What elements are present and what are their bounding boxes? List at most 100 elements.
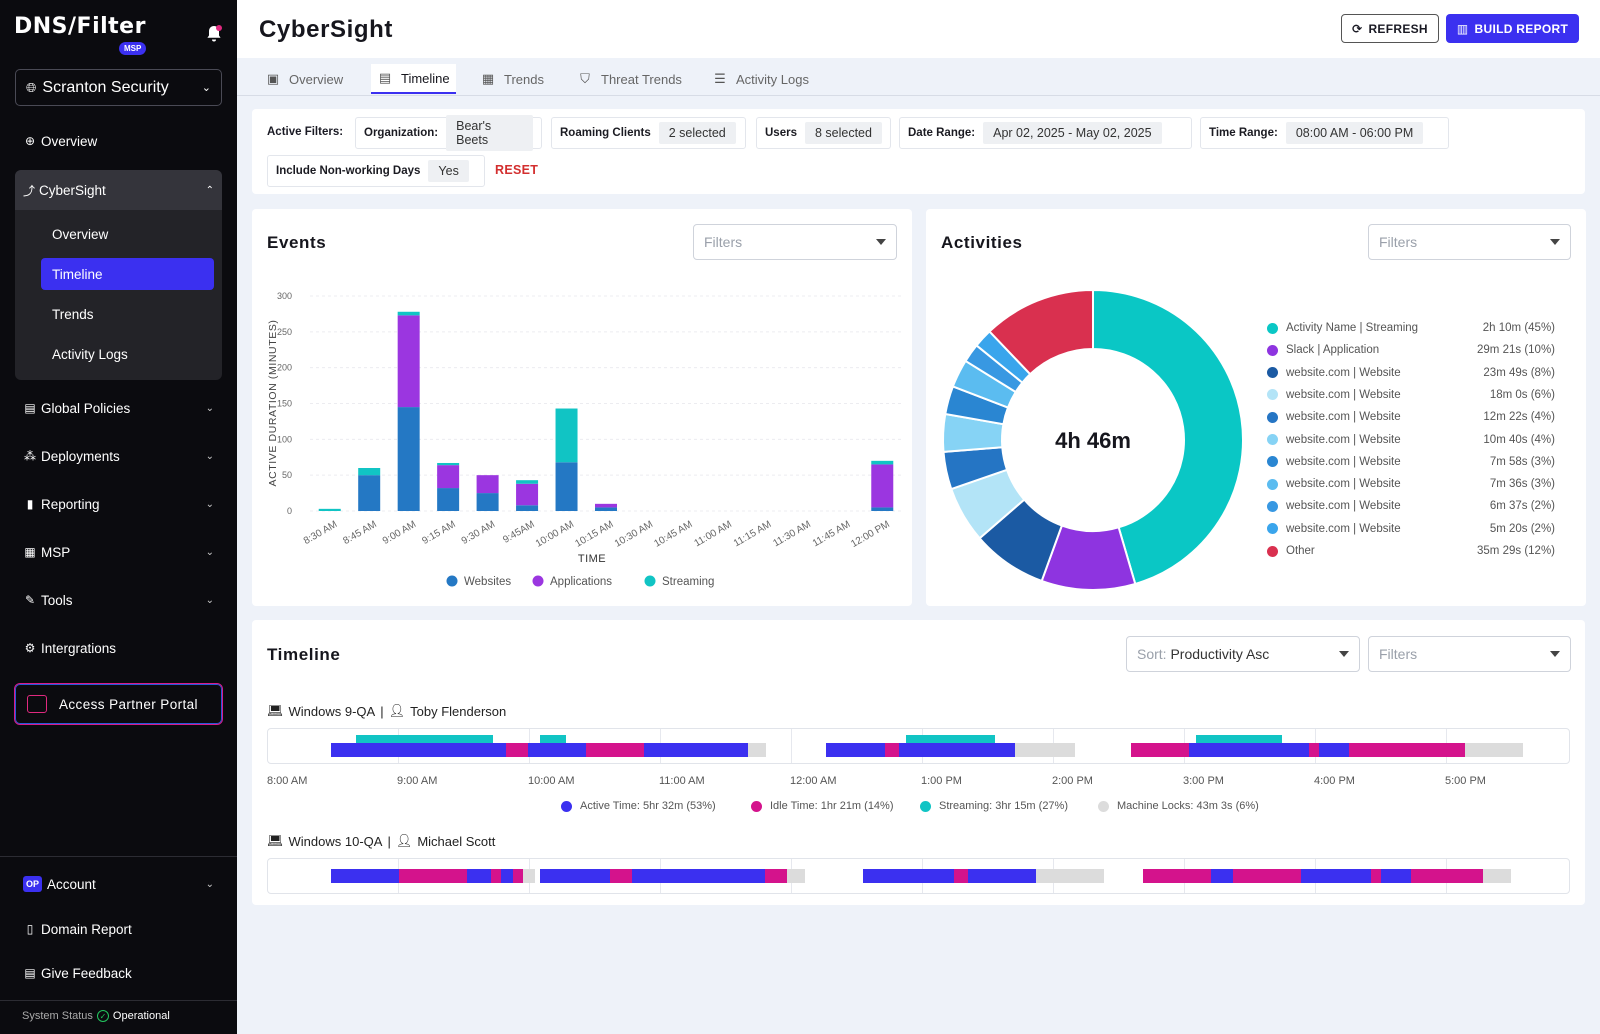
filter-organization[interactable]: Organization: Bear's Beets [355, 115, 542, 151]
system-status[interactable]: System Status ✓ Operational [22, 1010, 170, 1022]
sidebar-subitem-activity-logs[interactable]: Activity Logs [52, 346, 128, 362]
filter-roaming-clients[interactable]: Roaming Clients 2 selected [551, 117, 746, 149]
timeline-sort-dropdown[interactable]: Sort: Productivity Asc [1126, 636, 1360, 672]
sidebar-item-domain-report[interactable]: ▯ Domain Report [15, 914, 222, 944]
timeline-segment[interactable] [1349, 743, 1465, 757]
timeline-segment[interactable] [501, 869, 513, 883]
timeline-legend-item: Active Time: 5hr 32m (53%) [561, 800, 716, 812]
sidebar-item-global-policies[interactable]: ▤ Global Policies ⌄ [15, 393, 222, 423]
laptop-icon: 💻︎ [267, 833, 284, 848]
y-tick-label: 150 [277, 399, 292, 409]
tab-trends[interactable]: ▦ Trends [474, 64, 550, 94]
sidebar-item-give-feedback[interactable]: ▤ Give Feedback [15, 958, 222, 988]
timeline-segment[interactable] [765, 869, 787, 883]
sidebar-subitem-overview[interactable]: Overview [52, 226, 109, 242]
filter-time-range[interactable]: Time Range: 08:00 AM - 06:00 PM [1200, 117, 1449, 149]
dropdown-placeholder: Filters [704, 234, 743, 250]
timeline-segment[interactable] [586, 743, 644, 757]
timeline-segment[interactable] [1301, 869, 1371, 883]
timeline-segment[interactable] [331, 869, 399, 883]
access-partner-portal-button[interactable]: Access Partner Portal [14, 683, 223, 725]
timeline-segment[interactable] [528, 743, 586, 757]
timeline-segment[interactable] [1371, 869, 1381, 883]
timeline-segment[interactable] [1196, 735, 1282, 743]
x-tick-label: 10:15 AM [573, 519, 615, 550]
legend-swatch [532, 575, 544, 587]
timeline-segment[interactable] [1381, 869, 1411, 883]
sidebar-subitem-trends[interactable]: Trends [52, 306, 94, 322]
timeline-segment[interactable] [1319, 743, 1349, 757]
tab-threat-trends[interactable]: ⛉ Threat Trends [571, 64, 688, 94]
bell-icon[interactable] [204, 24, 224, 44]
sidebar-item-deployments[interactable]: ⁂ Deployments ⌄ [15, 441, 222, 471]
timeline-segment[interactable] [906, 735, 995, 743]
sidebar-item-account[interactable]: OP Account ⌄ [15, 869, 222, 899]
sidebar-item-overview[interactable]: ⊕ Overview [15, 126, 222, 156]
timeline-segment[interactable] [540, 735, 566, 743]
legend-label: Websites [464, 576, 511, 588]
build-report-button[interactable]: ▥ BUILD REPORT [1446, 14, 1579, 43]
timeline-segment[interactable] [899, 743, 1015, 757]
timeline-segment[interactable] [1015, 743, 1075, 757]
timeline-segment[interactable] [467, 869, 491, 883]
timeline-bar-track[interactable] [267, 858, 1570, 894]
tab-overview[interactable]: ▣ Overview [259, 64, 349, 94]
timeline-segment[interactable] [1309, 743, 1319, 757]
timeline-segment[interactable] [399, 869, 467, 883]
timeline-segment[interactable] [331, 743, 506, 757]
sidebar-item-cybersight[interactable]: ⤴ CyberSight ⌃ [15, 170, 222, 210]
legend-swatch [1267, 322, 1278, 334]
timeline-segment[interactable] [523, 869, 535, 883]
timeline-segment[interactable] [863, 869, 954, 883]
refresh-button[interactable]: ⟳ REFRESH [1341, 14, 1439, 43]
timeline-segment[interactable] [1189, 743, 1309, 757]
sidebar-subitem-timeline[interactable]: Timeline [41, 258, 214, 290]
dropdown-placeholder: Filters [1379, 234, 1418, 250]
timeline-segment[interactable] [748, 743, 766, 757]
filter-date-range[interactable]: Date Range: Apr 02, 2025 - May 02, 2025 [899, 117, 1192, 149]
filter-value: Apr 02, 2025 - May 02, 2025 [983, 122, 1162, 144]
timeline-segment[interactable] [885, 743, 899, 757]
tab-activity-logs[interactable]: ☰ Activity Logs [706, 64, 815, 94]
timeline-segment[interactable] [1211, 869, 1233, 883]
timeline-segment[interactable] [356, 735, 493, 743]
filter-non-working-days[interactable]: Include Non-working Days Yes [267, 155, 485, 187]
timeline-segment[interactable] [1411, 869, 1483, 883]
timeline-segment[interactable] [610, 869, 632, 883]
activities-filters-dropdown[interactable]: Filters [1368, 224, 1571, 260]
timeline-segment[interactable] [1483, 869, 1511, 883]
organization-select[interactable]: 🌐︎ Scranton Security ⌄ [15, 69, 222, 106]
timeline-segment[interactable] [787, 869, 805, 883]
timeline-segment[interactable] [506, 743, 528, 757]
timeline-segment[interactable] [540, 869, 610, 883]
page-header: CyberSight ⟳ REFRESH ▥ BUILD REPORT [237, 0, 1600, 58]
timeline-segment[interactable] [1036, 869, 1104, 883]
timeline-bar-track[interactable] [267, 728, 1570, 764]
timeline-segment[interactable] [1465, 743, 1523, 757]
reset-filters-button[interactable]: RESET [495, 163, 539, 177]
timeline-filters-dropdown[interactable]: Filters [1368, 636, 1571, 672]
sidebar-item-label: Domain Report [41, 921, 132, 937]
chevron-down-icon: ⌄ [201, 82, 211, 94]
tab-timeline[interactable]: ▤ Timeline [371, 64, 456, 94]
timeline-segment[interactable] [954, 869, 968, 883]
timeline-segment[interactable] [1143, 869, 1211, 883]
timeline-segment[interactable] [644, 743, 748, 757]
sidebar-item-tools[interactable]: ✎ Tools ⌄ [15, 585, 222, 615]
timeline-title: Timeline [267, 645, 341, 664]
filter-users[interactable]: Users 8 selected [756, 117, 891, 149]
timeline-segment[interactable] [513, 869, 523, 883]
sidebar-item-msp[interactable]: ▦ MSP ⌄ [15, 537, 222, 567]
timeline-segment[interactable] [968, 869, 1036, 883]
timeline-segment[interactable] [491, 869, 501, 883]
timeline-segment[interactable] [1131, 743, 1189, 757]
msp-badge: MSP [119, 42, 147, 55]
timeline-segment[interactable] [1233, 869, 1301, 883]
sidebar-item-integrations[interactable]: ⚙︎ Intergrations [15, 633, 222, 663]
timeline-segment[interactable] [632, 869, 765, 883]
events-filters-dropdown[interactable]: Filters [693, 224, 897, 260]
timeline-icon: ▤ [378, 70, 392, 85]
sidebar-item-reporting[interactable]: ▮ Reporting ⌄ [15, 489, 222, 519]
timeline-segment[interactable] [826, 743, 885, 757]
dnsfilter-logo[interactable]: DNS/Filter MSP [14, 14, 164, 55]
